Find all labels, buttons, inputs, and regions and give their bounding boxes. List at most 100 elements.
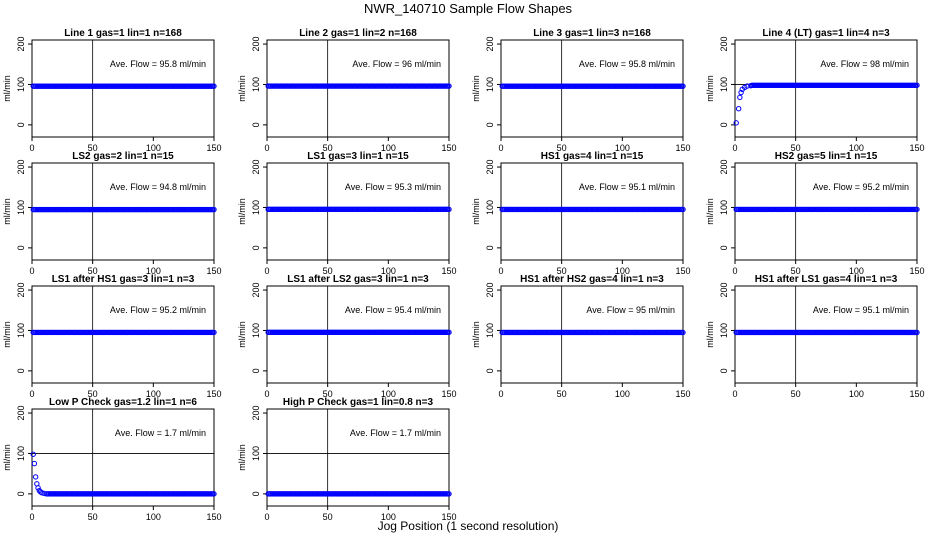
panel-11-y-axis-label: ml/min xyxy=(471,321,481,348)
panel-7-title: HS1 gas=4 lin=1 n=15 xyxy=(541,151,644,162)
panel-4-y-tick-label: 100 xyxy=(719,77,729,92)
panel-7-annotation: Ave. Flow = 95.1 ml/min xyxy=(579,182,675,192)
panel-1-y-tick-label: 100 xyxy=(16,77,26,92)
panel-5-x-tick-label: 50 xyxy=(88,266,98,276)
panel-6-y-tick-label: 200 xyxy=(251,160,261,175)
panel-9-y-axis-label: ml/min xyxy=(2,321,12,348)
panel-11-y-tick-label: 0 xyxy=(485,368,495,373)
panel-12-y-tick-label: 0 xyxy=(719,368,729,373)
panel-12-y-axis-label: ml/min xyxy=(705,321,715,348)
panel-7-y-axis-label: ml/min xyxy=(471,198,481,225)
panel-13-point xyxy=(39,489,45,496)
panel-13-y-tick-label: 200 xyxy=(16,406,26,421)
panel-14-y-tick-label: 0 xyxy=(251,491,261,496)
panel-4-annotation: Ave. Flow = 98 ml/min xyxy=(820,59,909,69)
panel-1-title: Line 1 gas=1 lin=1 n=168 xyxy=(64,28,182,39)
panel-3-y-axis-label: ml/min xyxy=(471,75,481,102)
panel-7-y-tick-label: 0 xyxy=(485,245,495,250)
panel-8-x-tick-label: 150 xyxy=(909,266,924,276)
panel-4-x-tick-label: 50 xyxy=(791,143,801,153)
panel-7-x-tick-label: 50 xyxy=(557,266,567,276)
panel-4-y-tick-label: 0 xyxy=(719,122,729,127)
panel-12-x-tick-label: 150 xyxy=(909,389,924,399)
panel-13-x-tick-label: 100 xyxy=(146,512,161,522)
panel-1-point xyxy=(211,83,217,89)
panel-7-y-tick-label: 200 xyxy=(485,160,495,175)
panel-3-annotation: Ave. Flow = 95.8 ml/min xyxy=(579,59,675,69)
panel-10-y-axis-label: ml/min xyxy=(237,321,247,348)
panel-2-x-tick-label: 150 xyxy=(441,143,456,153)
panel-2-y-tick-label: 0 xyxy=(251,122,261,127)
panel-4-x-tick-label: 0 xyxy=(732,143,737,153)
panel-11-annotation: Ave. Flow = 95 ml/min xyxy=(586,305,675,315)
panel-5-x-tick-label: 0 xyxy=(29,266,34,276)
panel-5-y-tick-label: 100 xyxy=(16,200,26,215)
panel-8-y-tick-label: 200 xyxy=(719,160,729,175)
x-axis-caption: Jog Position (1 second resolution) xyxy=(377,519,559,533)
panel-14-y-axis-label: ml/min xyxy=(237,444,247,471)
panel-14-y-tick-label: 200 xyxy=(251,406,261,421)
panel-9-y-tick-label: 200 xyxy=(16,283,26,298)
panel-5-x-tick-label: 150 xyxy=(206,266,221,276)
panel-4-x-tick-label: 100 xyxy=(849,143,864,153)
panel-6-y-tick-label: 100 xyxy=(251,200,261,215)
panel-14-annotation: Ave. Flow = 1.7 ml/min xyxy=(350,428,441,438)
panel-8-y-tick-label: 0 xyxy=(719,245,729,250)
panel-9-y-tick-label: 100 xyxy=(16,323,26,338)
panel-5-y-axis-label: ml/min xyxy=(2,198,12,225)
panel-9-annotation: Ave. Flow = 95.2 ml/min xyxy=(110,305,206,315)
panel-10-y-tick-label: 100 xyxy=(251,323,261,338)
panel-4-point xyxy=(914,82,920,88)
panel-11-point xyxy=(680,329,686,336)
panel-13-point xyxy=(35,485,41,491)
panel-3-y-tick-label: 0 xyxy=(485,122,495,127)
panel-11-x-tick-label: 50 xyxy=(557,389,567,399)
panel-10-y-tick-label: 0 xyxy=(251,368,261,373)
panel-13-x-tick-label: 150 xyxy=(206,512,221,522)
panel-2-y-tick-label: 100 xyxy=(251,77,261,92)
panel-9-point xyxy=(211,329,217,336)
panel-9-x-tick-label: 100 xyxy=(146,389,161,399)
panel-13-y-tick-label: 0 xyxy=(16,491,26,496)
panel-2-title: Line 2 gas=1 lin=2 n=168 xyxy=(299,28,417,39)
panel-10-x-tick-label: 100 xyxy=(381,389,396,399)
panel-6-x-tick-label: 100 xyxy=(381,266,396,276)
panel-7-x-tick-label: 0 xyxy=(498,266,503,276)
panel-14-title: High P Check gas=1 lin=0.8 n=3 xyxy=(283,397,434,408)
panel-8-x-tick-label: 50 xyxy=(791,266,801,276)
panel-6-x-tick-label: 50 xyxy=(323,266,333,276)
panel-7-x-tick-label: 150 xyxy=(675,266,690,276)
panel-2-point xyxy=(446,83,452,89)
panel-7-x-tick-label: 100 xyxy=(615,266,630,276)
panel-3-title: Line 3 gas=1 lin=3 n=168 xyxy=(533,28,651,39)
panel-6-annotation: Ave. Flow = 95.3 ml/min xyxy=(345,182,441,192)
panel-11-x-tick-label: 0 xyxy=(498,389,503,399)
panel-14-x-tick-label: 150 xyxy=(441,512,456,522)
panel-10-x-tick-label: 150 xyxy=(441,389,456,399)
panel-10-x-tick-label: 0 xyxy=(264,389,269,399)
panel-8-point xyxy=(914,206,920,213)
panel-13-x-tick-label: 0 xyxy=(29,512,34,522)
panel-4-title: Line 4 (LT) gas=1 lin=4 n=3 xyxy=(762,28,890,39)
panel-13-y-axis-label: ml/min xyxy=(2,444,12,471)
figure-title: NWR_140710 Sample Flow Shapes xyxy=(363,1,573,16)
panel-14-point xyxy=(446,491,452,497)
panel-3-x-tick-label: 0 xyxy=(498,143,503,153)
panel-12-annotation: Ave. Flow = 95.1 ml/min xyxy=(813,305,909,315)
panel-5-annotation: Ave. Flow = 94.8 ml/min xyxy=(110,182,206,192)
panel-12-y-tick-label: 200 xyxy=(719,283,729,298)
panel-13-title: Low P Check gas=1.2 lin=1 n=6 xyxy=(49,397,197,408)
panel-12-point xyxy=(914,329,920,336)
panel-14-x-tick-label: 50 xyxy=(323,512,333,522)
panel-11-x-tick-label: 150 xyxy=(675,389,690,399)
panel-5-title: LS2 gas=2 lin=1 n=15 xyxy=(72,151,174,162)
panel-3-x-tick-label: 100 xyxy=(615,143,630,153)
panel-6-y-tick-label: 0 xyxy=(251,245,261,250)
panel-1-x-tick-label: 100 xyxy=(146,143,161,153)
panel-13-point xyxy=(32,474,39,480)
panel-1-y-tick-label: 0 xyxy=(16,122,26,127)
panel-13-point xyxy=(211,491,217,497)
panel-4-y-tick-label: 200 xyxy=(719,37,729,52)
panel-13-point xyxy=(31,460,38,467)
